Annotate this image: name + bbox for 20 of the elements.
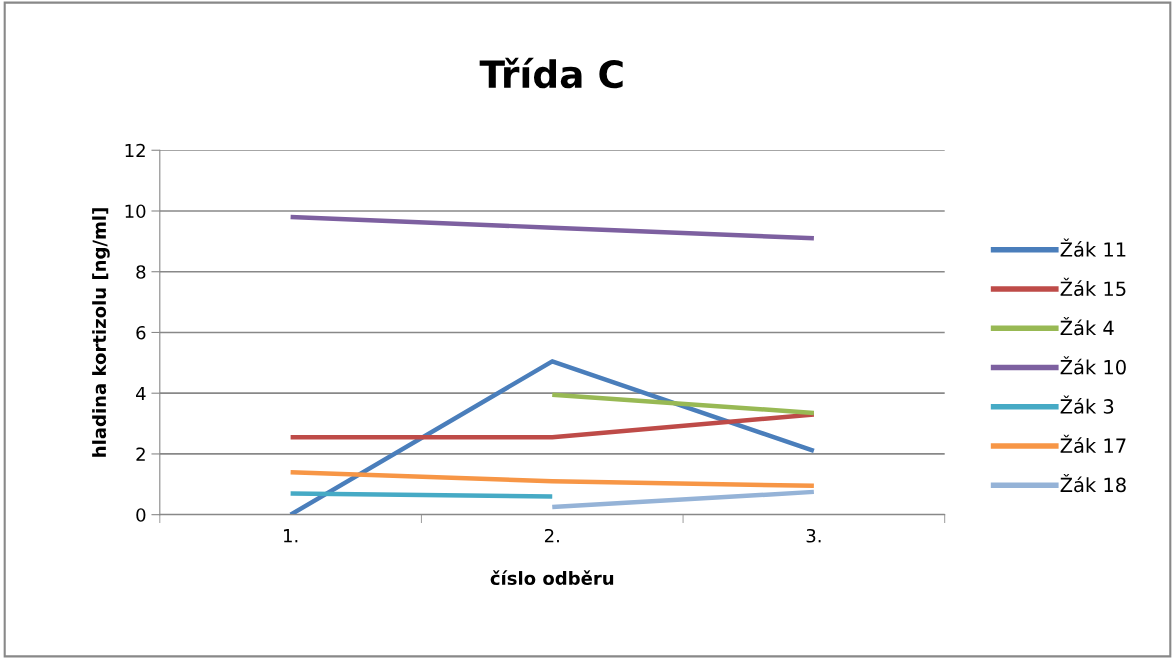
legend-label: Žák 17	[1060, 434, 1126, 454]
y-tick-label: 2	[136, 447, 145, 461]
x-tick-label: 1.	[283, 529, 298, 543]
y-tick-label: 0	[136, 508, 146, 522]
x-axis-title: číslo odběru	[490, 570, 614, 586]
y-tick-label: 6	[136, 325, 146, 340]
legend-label: Žák 3	[1060, 395, 1114, 414]
y-tick-label: 10	[125, 204, 146, 219]
chart-title: Třída C	[479, 57, 623, 89]
legend-label: Žák 18	[1060, 473, 1126, 493]
legend-label: Žák 15	[1060, 277, 1126, 297]
y-tick-label: 4	[136, 386, 146, 401]
y-tick-label: 12	[125, 143, 145, 158]
x-tick-label: 3.	[806, 528, 821, 543]
legend-label: Žák 4	[1060, 317, 1114, 336]
legend-label: Žák 11	[1060, 238, 1126, 257]
legend-label: Žák 10	[1060, 356, 1126, 375]
y-tick-label: 8	[136, 265, 146, 279]
y-axis-title: hladina kortizolu [ng/ml]	[92, 208, 110, 457]
x-tick-label: 2.	[544, 528, 559, 543]
